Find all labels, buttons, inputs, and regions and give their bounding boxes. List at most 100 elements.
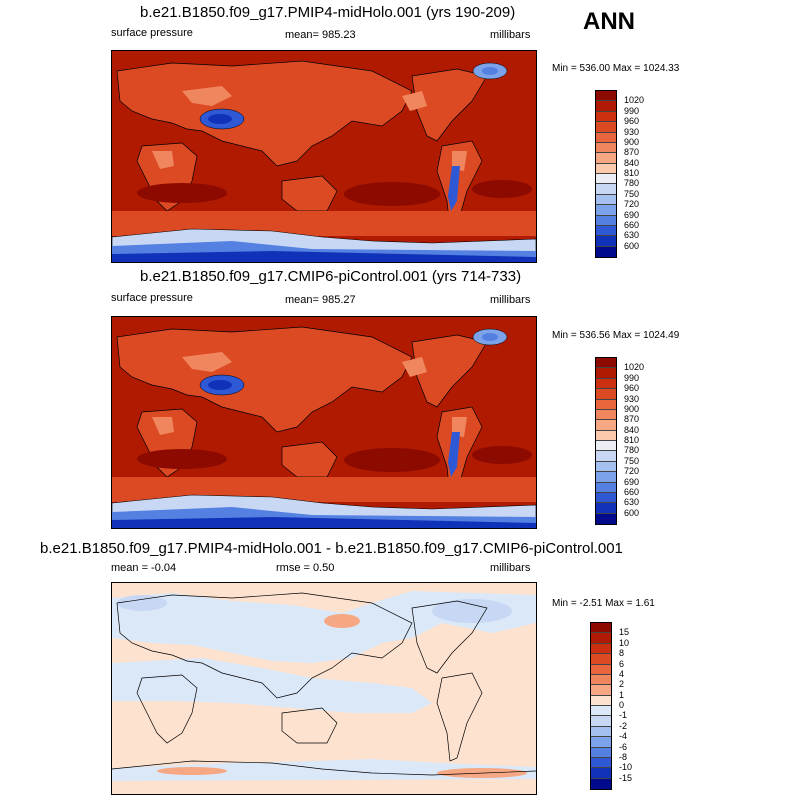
subtropical-highs (137, 180, 532, 206)
colorbar-swatch (591, 706, 611, 717)
colorbar-swatch (591, 716, 611, 727)
panel1-minmax-label: Min = 536.00 Max = 1024.33 (552, 63, 680, 74)
colorbar-swatch (596, 132, 616, 143)
colorbar-swatch (596, 409, 616, 421)
negative-difference-regions (112, 591, 536, 781)
colorbar-tick-label: 2 (619, 679, 625, 690)
coastlines (112, 592, 536, 776)
colorbar-swatch (596, 225, 616, 237)
colorbar-tick-label: 840 (624, 157, 640, 168)
colorbar-swatch (596, 358, 616, 369)
colorbar-swatch (596, 122, 616, 133)
season-label: ANN (583, 8, 635, 35)
colorbar-tick-label: 10 (619, 637, 630, 648)
panel3-colorbar (590, 622, 612, 790)
colorbar-swatch (591, 664, 611, 675)
colorbar-tick-label: 780 (624, 445, 640, 456)
colorbar-tick-label: 960 (624, 383, 640, 394)
colorbar-tick-label: 1020 (624, 95, 645, 106)
colorbar-swatch (596, 492, 616, 504)
colorbar-tick-label: 8 (619, 648, 625, 659)
colorbar-swatch (596, 246, 616, 257)
colorbar-swatch (591, 654, 611, 665)
panel2-variable-label: surface pressure (111, 292, 193, 304)
panel2-units-label: millibars (490, 294, 531, 306)
panel2-colorbar (595, 357, 617, 525)
colorbar-swatch (591, 695, 611, 706)
colorbar-swatch (596, 399, 616, 410)
colorbar-tick-label: 600 (624, 240, 640, 251)
colorbar-swatch (596, 513, 616, 524)
colorbar-tick-label: -6 (619, 741, 628, 752)
colorbar-tick-label: -1 (619, 710, 628, 721)
colorbar-tick-label: 600 (624, 507, 640, 518)
colorbar-tick-label: 15 (619, 627, 630, 638)
colorbar-tick-label: 780 (624, 178, 640, 189)
colorbar-swatch (596, 503, 616, 514)
colorbar-swatch (596, 91, 616, 102)
panel2-mean-label: mean= 985.27 (285, 294, 356, 306)
colorbar-swatch (591, 674, 611, 686)
colorbar-swatch (596, 389, 616, 400)
panel1-map (111, 50, 537, 263)
colorbar-swatch (596, 420, 616, 431)
colorbar-swatch (596, 472, 616, 483)
colorbar-tick-label: 1020 (624, 362, 645, 373)
panel3-units-label: millibars (490, 562, 531, 574)
panel1-colorbar (595, 90, 617, 258)
panel3-minmax-label: Min = -2.51 Max = 1.61 (552, 598, 655, 609)
colorbar-tick-label: -2 (619, 720, 628, 731)
colorbar-tick-label: 660 (624, 486, 640, 497)
colorbar-tick-label: 720 (624, 466, 640, 477)
continents (116, 60, 488, 230)
panel3-title: b.e21.B1850.f09_g17.PMIP4-midHolo.001 - … (40, 540, 623, 557)
colorbar-tick-label: 990 (624, 105, 640, 116)
colorbar-tick-label: -8 (619, 751, 628, 762)
panel1-variable-label: surface pressure (111, 27, 193, 39)
colorbar-tick-label: 630 (624, 497, 640, 508)
colorbar-tick-label: 6 (619, 658, 625, 669)
colorbar-swatch (596, 184, 616, 195)
stronger-negative-regions (117, 595, 512, 623)
colorbar-swatch (596, 194, 616, 206)
panel1-title: b.e21.B1850.f09_g17.PMIP4-midHolo.001 (y… (140, 4, 516, 21)
colorbar-swatch (596, 461, 616, 473)
panel2-minmax-label: Min = 536.56 Max = 1024.49 (552, 330, 680, 341)
colorbar-swatch (596, 174, 616, 185)
colorbar-swatch (596, 236, 616, 247)
colorbar-tick-label: 870 (624, 147, 640, 158)
colorbar-tick-label: 0 (619, 700, 625, 710)
colorbar-tick-label: -4 (619, 731, 628, 742)
colorbar-swatch (591, 685, 611, 696)
antarctica (112, 228, 536, 262)
colorbar-swatch (596, 205, 616, 216)
colorbar-swatch (591, 633, 611, 644)
colorbar-tick-label: 900 (624, 403, 640, 414)
colorbar-swatch (596, 378, 616, 390)
colorbar-tick-label: -10 (619, 762, 633, 773)
colorbar-tick-label: 750 (624, 455, 640, 466)
colorbar-swatch (596, 163, 616, 174)
colorbar-swatch (591, 747, 611, 758)
colorbar-tick-label: 960 (624, 116, 640, 127)
colorbar-tick-label: 810 (624, 435, 640, 445)
low-pressure-features (199, 62, 508, 211)
colorbar-swatch (591, 643, 611, 655)
colorbar-tick-label: 930 (624, 126, 640, 137)
colorbar-swatch (591, 726, 611, 738)
colorbar-swatch (591, 778, 611, 789)
colorbar-swatch (591, 623, 611, 634)
colorbar-swatch (596, 153, 616, 164)
colorbar-tick-label: 930 (624, 393, 640, 404)
colorbar-tick-label: 870 (624, 414, 640, 425)
panel3-rmse-label: rmse = 0.50 (276, 562, 335, 574)
panel3-mean-label: mean = -0.04 (111, 562, 177, 574)
colorbar-tick-label: 690 (624, 209, 640, 220)
colorbar-swatch (596, 451, 616, 462)
colorbar-tick-label: 900 (624, 136, 640, 147)
colorbar-swatch (596, 368, 616, 379)
colorbar-tick-label: 990 (624, 372, 640, 383)
colorbar-tick-label: 4 (619, 668, 625, 679)
colorbar-swatch (596, 441, 616, 452)
colorbar-swatch (596, 101, 616, 112)
